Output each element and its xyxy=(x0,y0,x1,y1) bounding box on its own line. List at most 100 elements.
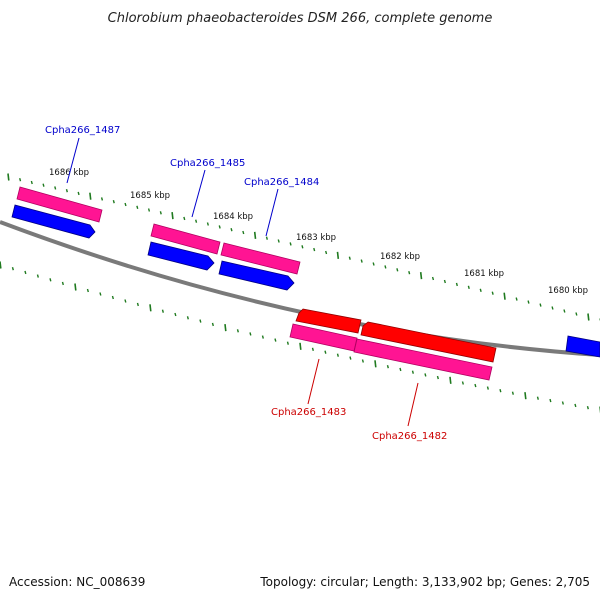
gene-label-cpha266-1485[interactable]: Cpha266_1485 xyxy=(170,158,245,169)
tick-mark xyxy=(325,250,328,255)
tick-mark xyxy=(147,208,151,212)
tick-mark xyxy=(136,205,139,209)
tick-mark xyxy=(561,401,564,405)
tick-mark xyxy=(527,300,530,304)
tick-mark xyxy=(511,391,514,395)
tick-mark xyxy=(171,212,174,220)
tick-mark xyxy=(399,367,402,372)
scale-label: 1682 kbp xyxy=(380,252,420,262)
tick-mark xyxy=(461,381,464,385)
tick-mark xyxy=(149,304,152,312)
gene-label-cpha266-1483[interactable]: Cpha266_1483 xyxy=(271,407,346,418)
tick-mark xyxy=(286,341,289,345)
tick-mark xyxy=(386,365,389,369)
gene-label-cpha266-1482[interactable]: Cpha266_1482 xyxy=(372,431,447,442)
scale-label: 1681 kbp xyxy=(464,269,504,279)
tick-mark xyxy=(374,360,377,368)
forward-gene-feature[interactable] xyxy=(218,260,295,291)
tick-mark xyxy=(30,180,33,185)
tick-mark xyxy=(443,279,446,284)
map-title: Chlorobium phaeobacteroides DSM 266, com… xyxy=(108,11,493,26)
tick-mark xyxy=(436,375,439,380)
tick-mark xyxy=(54,186,57,190)
forward-gene-feature[interactable] xyxy=(147,241,215,271)
tick-mark xyxy=(515,297,518,301)
tick-mark xyxy=(0,261,2,269)
tick-mark xyxy=(242,230,245,235)
reverse-gene-feature[interactable] xyxy=(295,308,362,334)
tick-mark xyxy=(503,292,506,300)
tick-mark xyxy=(419,272,423,280)
cds-feature[interactable] xyxy=(150,223,221,255)
tick-mark xyxy=(499,389,502,393)
tick-mark xyxy=(49,278,52,282)
tick-mark xyxy=(313,247,316,252)
tick-mark xyxy=(360,259,363,263)
tick-mark xyxy=(479,288,482,292)
gene-features xyxy=(11,186,600,381)
tick-mark xyxy=(431,276,435,281)
tick-marks xyxy=(0,173,600,414)
tick-mark xyxy=(336,251,340,259)
tick-mark xyxy=(299,342,302,350)
tick-mark xyxy=(372,262,375,266)
tick-mark xyxy=(474,383,477,388)
tick-mark xyxy=(587,313,590,321)
label-leader-line xyxy=(265,188,279,237)
accession-text: Accession: NC_008639 xyxy=(9,575,145,589)
tick-mark xyxy=(206,222,209,226)
tick-mark xyxy=(36,274,39,278)
tick-mark xyxy=(265,236,268,240)
tick-mark xyxy=(261,335,264,339)
label-leader-line xyxy=(307,358,320,405)
gene-label-cpha266-1484[interactable]: Cpha266_1484 xyxy=(244,177,319,188)
tick-mark xyxy=(7,173,10,181)
reverse-gene-feature[interactable] xyxy=(360,321,497,363)
tick-mark xyxy=(199,319,202,323)
tick-mark xyxy=(384,265,387,269)
tick-mark xyxy=(586,406,589,410)
tick-mark xyxy=(236,329,239,333)
tick-mark xyxy=(311,347,314,351)
tick-mark xyxy=(551,306,554,310)
tick-mark xyxy=(467,285,470,289)
tick-mark xyxy=(301,245,304,249)
label-leader-line xyxy=(407,382,419,427)
forward-gene-feature[interactable] xyxy=(565,335,600,358)
tick-mark xyxy=(174,312,177,317)
forward-gene-feature[interactable] xyxy=(11,204,96,239)
cds-feature[interactable] xyxy=(16,186,103,223)
tick-mark xyxy=(211,322,214,327)
tick-mark xyxy=(289,242,292,246)
cds-feature[interactable] xyxy=(353,338,493,381)
tick-mark xyxy=(349,356,352,360)
genome-summary-text: Topology: circular; Length: 3,133,902 bp… xyxy=(259,575,590,589)
tick-mark xyxy=(563,309,566,313)
tick-mark xyxy=(424,373,427,377)
scale-label: 1684 kbp xyxy=(213,212,253,222)
tick-mark xyxy=(61,281,64,286)
tick-mark xyxy=(124,299,127,303)
tick-mark xyxy=(575,312,578,316)
tick-mark xyxy=(491,291,494,295)
scale-label: 1685 kbp xyxy=(130,191,170,201)
gene-label-cpha266-1487[interactable]: Cpha266_1487 xyxy=(45,125,120,136)
tick-mark xyxy=(111,295,114,300)
scale-labels: 1686 kbp 1685 kbp 1684 kbp 1683 kbp 1682… xyxy=(49,168,588,296)
tick-mark xyxy=(124,202,127,207)
tick-mark xyxy=(408,271,411,275)
tick-mark xyxy=(224,324,227,332)
cds-feature[interactable] xyxy=(220,242,301,275)
scale-label: 1683 kbp xyxy=(296,233,336,243)
tick-mark xyxy=(183,216,186,221)
tick-mark xyxy=(112,200,115,204)
tick-mark xyxy=(539,303,542,307)
tick-mark xyxy=(99,292,102,296)
tick-mark xyxy=(549,398,552,403)
tick-mark xyxy=(524,392,527,400)
tick-mark xyxy=(574,403,577,408)
tick-mark xyxy=(455,282,458,287)
gene-labels: Cpha266_1487 Cpha266_1485 Cpha266_1484 C… xyxy=(45,125,447,442)
tick-mark xyxy=(230,228,233,232)
